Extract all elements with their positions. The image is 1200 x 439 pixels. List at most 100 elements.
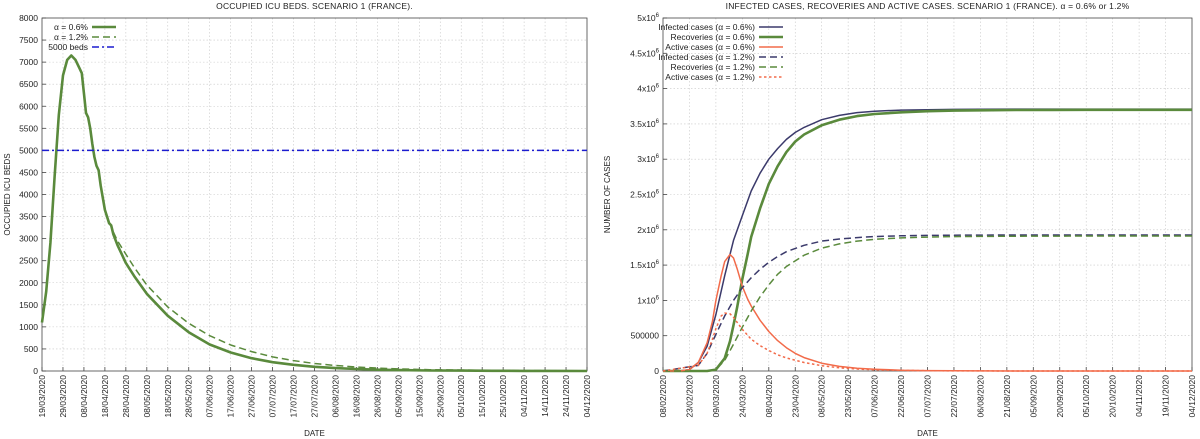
y-tick-label: 1.5x106 xyxy=(630,260,660,270)
x-tick-label: 16/08/2020 xyxy=(351,375,361,418)
y-tick-exponent: 6 xyxy=(656,119,660,125)
x-tick-label: 05/10/2020 xyxy=(456,375,466,418)
x-tick-label: 07/07/2020 xyxy=(923,375,933,418)
legend-entry: Recoveries (α = 0.6%) xyxy=(670,32,755,42)
legend-entry: Active cases (α = 0.6%) xyxy=(665,42,755,52)
y-tick-base: 3x10 xyxy=(637,154,656,164)
y-tick-label: 8000 xyxy=(19,13,38,23)
legend-entry: α = 0.6% xyxy=(54,22,88,32)
y-tick-label: 1x106 xyxy=(637,295,659,305)
x-tick-label: 21/08/2020 xyxy=(1002,375,1012,418)
y-tick-label: 7500 xyxy=(19,35,38,45)
y-tick-label: 2.5x106 xyxy=(630,190,660,200)
y-tick-base: 1x10 xyxy=(637,295,656,305)
x-tick-label: 23/02/2020 xyxy=(684,375,694,418)
x-tick-label: 27/06/2020 xyxy=(247,375,257,418)
x-tick-label: 20/09/2020 xyxy=(1055,375,1065,418)
x-tick-label: 14/11/2020 xyxy=(540,375,550,417)
x-tick-label: 18/04/2020 xyxy=(100,375,110,418)
x-tick-label: 17/06/2020 xyxy=(226,375,236,418)
y-tick-label: 6000 xyxy=(19,101,38,111)
x-tick-label: 08/04/2020 xyxy=(764,375,774,418)
y-tick-label: 7000 xyxy=(19,57,38,67)
y-tick-label: 4.5x106 xyxy=(630,48,660,58)
x-axis-label: DATE xyxy=(917,429,938,438)
y-tick-exponent: 6 xyxy=(656,84,660,90)
x-tick-label: 07/06/2020 xyxy=(205,375,215,418)
x-tick-label: 26/08/2020 xyxy=(372,375,382,418)
x-tick-label: 08/02/2020 xyxy=(658,375,668,418)
y-tick-label: 1500 xyxy=(19,300,38,310)
x-tick-label: 15/10/2020 xyxy=(477,375,487,418)
x-tick-label: 07/06/2020 xyxy=(870,375,880,418)
y-tick-exponent: 6 xyxy=(656,225,660,231)
x-tick-label: 18/05/2020 xyxy=(163,375,173,418)
series-line-0 xyxy=(40,54,588,373)
legend-entry: Infected cases (α = 0.6%) xyxy=(658,22,755,32)
y-tick-base: 4x10 xyxy=(637,84,656,94)
y-tick-label: 2500 xyxy=(19,256,38,266)
y-tick-base: 3.5x10 xyxy=(630,119,656,129)
legend-entry: Recoveries (α = 1.2%) xyxy=(670,62,755,72)
legend-entry: Infected cases (α = 1.2%) xyxy=(658,52,755,62)
y-tick-exponent: 6 xyxy=(656,154,660,160)
x-tick-label: 23/04/2020 xyxy=(790,375,800,418)
x-axis-label: DATE xyxy=(304,429,325,438)
x-tick-label: 04/11/2020 xyxy=(519,375,529,417)
y-axis-label: OCCUPIED ICU BEDS xyxy=(3,153,12,235)
y-tick-label: 2x106 xyxy=(637,225,659,235)
y-tick-label: 0 xyxy=(654,366,659,376)
y-tick-label: 5x106 xyxy=(637,13,659,23)
x-tick-label: 09/03/2020 xyxy=(711,375,721,418)
x-tick-label: 17/07/2020 xyxy=(289,375,299,418)
x-tick-label: 19/03/2020 xyxy=(37,375,47,418)
y-tick-base: 0 xyxy=(654,366,659,376)
chart-title: INFECTED CASES, RECOVERIES AND ACTIVE CA… xyxy=(726,1,1130,11)
y-tick-exponent: 6 xyxy=(656,260,660,266)
x-tick-label: 22/06/2020 xyxy=(896,375,906,418)
x-tick-label: 08/05/2020 xyxy=(142,375,152,418)
x-tick-label: 06/08/2020 xyxy=(330,375,340,418)
x-tick-label: 24/03/2020 xyxy=(737,375,747,418)
y-tick-label: 5000 xyxy=(19,145,38,155)
y-tick-label: 3.5x106 xyxy=(630,119,660,129)
legend-entry: α = 1.2% xyxy=(54,32,88,42)
y-tick-exponent: 6 xyxy=(656,190,660,196)
x-tick-label: 27/07/2020 xyxy=(310,375,320,418)
x-tick-label: 05/10/2020 xyxy=(1081,375,1091,418)
y-tick-base: 2.5x10 xyxy=(630,190,656,200)
cases-chart: INFECTED CASES, RECOVERIES AND ACTIVE CA… xyxy=(603,1,1197,438)
y-tick-base: 500000 xyxy=(631,331,660,341)
x-tick-label: 05/09/2020 xyxy=(393,375,403,418)
x-tick-label: 24/11/2020 xyxy=(561,375,571,417)
x-tick-label: 07/07/2020 xyxy=(268,375,278,418)
icu-beds-chart: OCCUPIED ICU BEDS. SCENARIO 1 (FRANCE). 0… xyxy=(3,1,592,438)
y-tick-base: 4.5x10 xyxy=(630,48,656,58)
y-tick-label: 500 xyxy=(24,344,38,354)
legend-entry: Active cases (α = 1.2%) xyxy=(665,72,755,82)
y-axis-label: NUMBER OF CASES xyxy=(603,156,612,233)
y-tick-base: 5x10 xyxy=(637,13,656,23)
series-line-1 xyxy=(112,231,588,372)
x-tick-label: 20/10/2020 xyxy=(1108,375,1118,418)
x-tick-label: 22/07/2020 xyxy=(949,375,959,418)
x-tick-label: 19/11/2020 xyxy=(1161,375,1171,417)
y-tick-label: 4000 xyxy=(19,190,38,200)
y-tick-label: 3x106 xyxy=(637,154,659,164)
x-tick-label: 25/09/2020 xyxy=(435,375,445,418)
series-line-4 xyxy=(663,235,1192,372)
x-tick-label: 28/05/2020 xyxy=(184,375,194,418)
y-tick-label: 3000 xyxy=(19,234,38,244)
x-tick-label: 08/04/2020 xyxy=(79,375,89,418)
y-tick-exponent: 6 xyxy=(656,48,660,54)
y-tick-base: 1.5x10 xyxy=(630,260,656,270)
y-tick-label: 5500 xyxy=(19,123,38,133)
y-tick-label: 4500 xyxy=(19,167,38,177)
series-line-5 xyxy=(662,312,1192,372)
y-tick-exponent: 6 xyxy=(656,295,660,301)
x-tick-label: 23/05/2020 xyxy=(843,375,853,418)
x-tick-label: 06/08/2020 xyxy=(975,375,985,418)
x-tick-label: 04/11/2020 xyxy=(1134,375,1144,417)
legend-entry: 5000 beds xyxy=(48,42,88,52)
